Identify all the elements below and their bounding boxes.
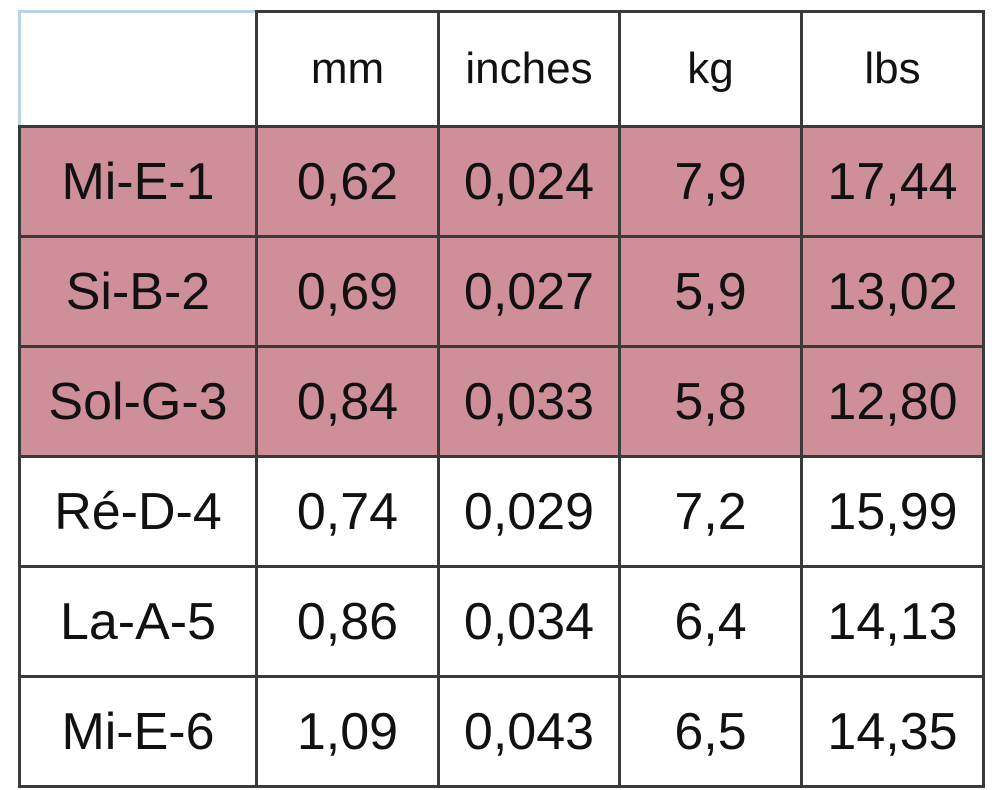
table-cell: 0,62 xyxy=(255,125,440,238)
header-row: mm inches kg lbs xyxy=(18,10,985,128)
table-cell: 6,4 xyxy=(618,565,803,678)
table-cell: 0,034 xyxy=(437,565,621,678)
row-label: Mi-E-1 xyxy=(18,125,258,238)
table-cell: 0,043 xyxy=(437,675,621,788)
table-row: Ré-D-4 0,74 0,029 7,2 15,99 xyxy=(18,455,985,568)
table-cell: 14,35 xyxy=(800,675,985,788)
column-header: kg xyxy=(618,10,803,128)
column-header: inches xyxy=(437,10,621,128)
table-cell: 7,9 xyxy=(618,125,803,238)
table-cell: 0,74 xyxy=(255,455,440,568)
table-cell: 0,69 xyxy=(255,235,440,348)
table-cell: 6,5 xyxy=(618,675,803,788)
table-row: Si-B-2 0,69 0,027 5,9 13,02 xyxy=(18,235,985,348)
row-label: Mi-E-6 xyxy=(18,675,258,788)
table-row: Mi-E-6 1,09 0,043 6,5 14,35 xyxy=(18,675,985,788)
table-cell: 1,09 xyxy=(255,675,440,788)
table-cell: 0,033 xyxy=(437,345,621,458)
table-cell: 7,2 xyxy=(618,455,803,568)
table-row: La-A-5 0,86 0,034 6,4 14,13 xyxy=(18,565,985,678)
data-table: mm inches kg lbs Mi-E-1 0,62 0,024 7,9 17,44 Si-… xyxy=(18,10,985,788)
table-cell: 0,029 xyxy=(437,455,621,568)
table-cell: 14,13 xyxy=(800,565,985,678)
table-row: Sol-G-3 0,84 0,033 5,8 12,80 xyxy=(18,345,985,458)
table-cell: 13,02 xyxy=(800,235,985,348)
row-label: Si-B-2 xyxy=(18,235,258,348)
corner-cell xyxy=(18,10,258,128)
table-cell: 0,84 xyxy=(255,345,440,458)
column-header: lbs xyxy=(800,10,985,128)
table-cell: 5,9 xyxy=(618,235,803,348)
row-label: La-A-5 xyxy=(18,565,258,678)
row-label: Sol-G-3 xyxy=(18,345,258,458)
table-cell: 15,99 xyxy=(800,455,985,568)
table-row: Mi-E-1 0,62 0,024 7,9 17,44 xyxy=(18,125,985,238)
row-label: Ré-D-4 xyxy=(18,455,258,568)
table-cell: 0,027 xyxy=(437,235,621,348)
table-cell: 0,86 xyxy=(255,565,440,678)
table-cell: 5,8 xyxy=(618,345,803,458)
table-body: Mi-E-1 0,62 0,024 7,9 17,44 Si-B-2 0,69 0,027 5,… xyxy=(18,125,985,788)
column-header: mm xyxy=(255,10,440,128)
table-cell: 12,80 xyxy=(800,345,985,458)
table-cell: 17,44 xyxy=(800,125,985,238)
table-cell: 0,024 xyxy=(437,125,621,238)
